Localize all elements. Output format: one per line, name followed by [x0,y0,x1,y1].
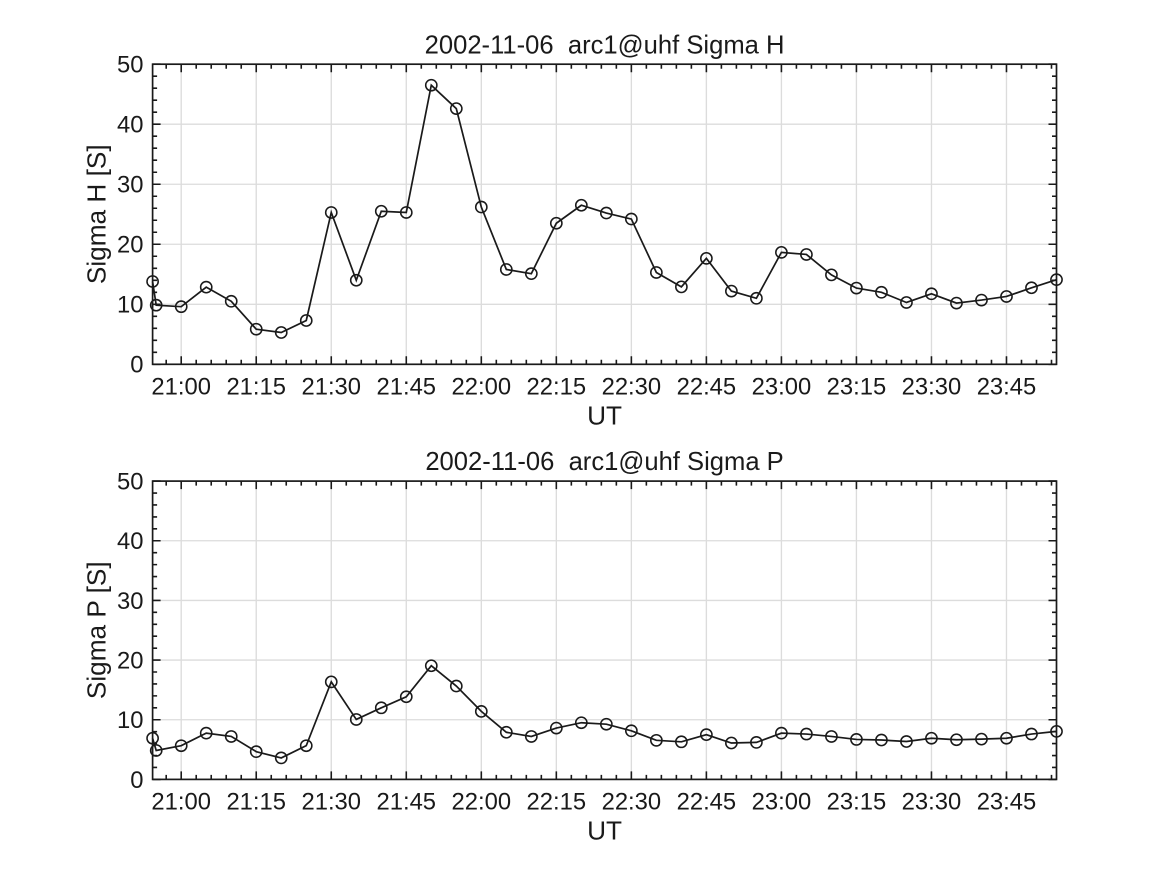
svg-text:50: 50 [117,469,143,496]
svg-text:22:15: 22:15 [527,374,587,401]
svg-text:10: 10 [117,292,143,319]
svg-text:23:00: 23:00 [752,789,812,816]
svg-text:30: 30 [117,172,143,199]
svg-text:2002-11-06 arc1@uhf Sigma P: 2002-11-06 arc1@uhf Sigma P [425,448,783,476]
svg-text:23:30: 23:30 [902,789,962,816]
svg-text:23:15: 23:15 [827,789,887,816]
svg-text:23:00: 23:00 [752,374,812,401]
svg-text:21:15: 21:15 [226,789,286,816]
svg-text:40: 40 [117,528,143,555]
svg-text:Sigma H [S]: Sigma H [S] [81,144,111,284]
svg-text:21:00: 21:00 [151,789,211,816]
svg-text:21:30: 21:30 [301,374,361,401]
svg-text:21:30: 21:30 [301,789,361,816]
svg-text:22:30: 22:30 [602,789,662,816]
svg-text:20: 20 [117,647,143,674]
svg-text:10: 10 [117,707,143,734]
svg-text:23:15: 23:15 [827,374,887,401]
svg-text:22:30: 22:30 [602,374,662,401]
svg-text:21:45: 21:45 [376,374,436,401]
svg-text:22:15: 22:15 [527,789,587,816]
svg-text:20: 20 [117,232,143,259]
svg-text:21:45: 21:45 [376,789,436,816]
svg-text:UT: UT [587,401,622,431]
svg-text:50: 50 [117,52,143,79]
svg-text:21:15: 21:15 [226,374,286,401]
svg-text:23:45: 23:45 [977,374,1037,401]
svg-text:2002-11-06 arc1@uhf Sigma H: 2002-11-06 arc1@uhf Sigma H [425,31,785,59]
svg-text:0: 0 [130,767,143,794]
svg-text:22:45: 22:45 [677,789,737,816]
svg-text:30: 30 [117,588,143,615]
svg-text:21:00: 21:00 [151,374,211,401]
svg-text:Sigma P [S]: Sigma P [S] [81,561,111,699]
svg-text:22:00: 22:00 [452,374,512,401]
svg-text:22:00: 22:00 [452,789,512,816]
svg-text:0: 0 [130,352,143,379]
svg-text:UT: UT [587,816,622,846]
svg-text:23:45: 23:45 [977,789,1037,816]
svg-text:22:45: 22:45 [677,374,737,401]
svg-text:40: 40 [117,112,143,139]
svg-text:23:30: 23:30 [902,374,962,401]
